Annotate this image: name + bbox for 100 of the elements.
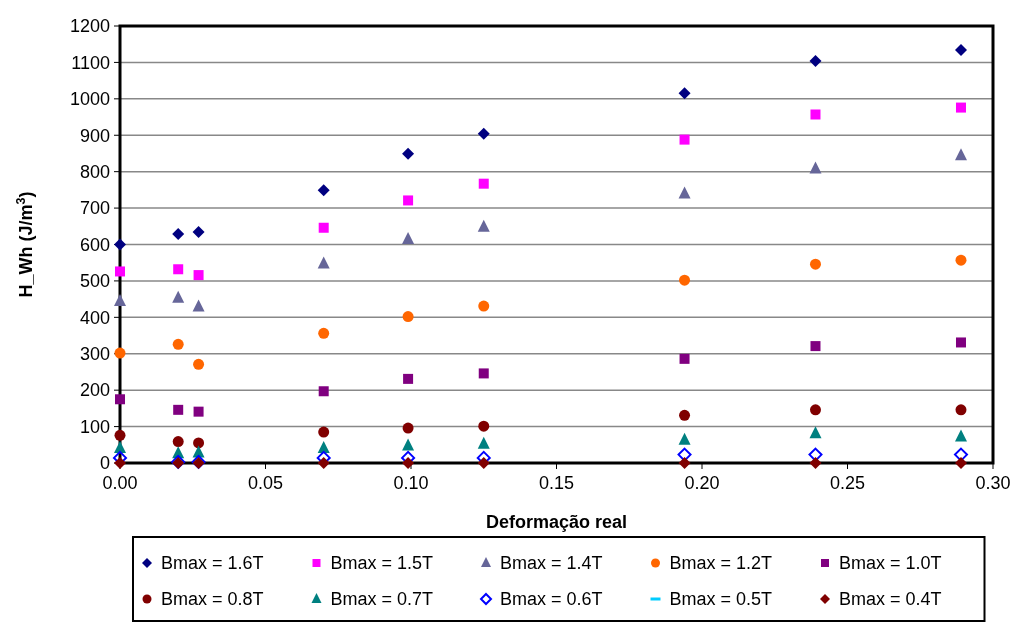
point [114,293,126,306]
x-tick-label: 0.00 [102,473,138,493]
point [172,436,184,448]
point [808,447,823,462]
point [114,441,126,454]
legend-label: Bmax = 0.4T [839,589,942,610]
point [403,373,414,384]
point [114,429,126,441]
point [317,256,330,269]
point [402,232,415,245]
y-tick-label: 800 [79,161,110,182]
point [317,441,330,454]
point [678,186,691,199]
point [678,457,691,469]
point [809,161,822,174]
point [317,457,330,469]
point [477,436,490,449]
legend-label: Bmax = 0.7T [330,589,434,610]
point [402,422,414,434]
point [810,109,821,120]
legend-label: Bmax = 0.6T [500,589,603,610]
point [172,338,184,350]
point [679,409,691,421]
point [402,147,415,160]
x-tick-label: 0.15 [538,473,575,493]
point [477,457,490,469]
point [402,311,414,323]
point [114,457,126,469]
y-tick-label: 700 [79,198,110,219]
point [678,432,691,445]
point [954,429,967,442]
point [317,184,330,197]
point [478,178,489,189]
point [810,341,821,352]
y-tick-label: 200 [79,380,110,401]
point [809,54,822,67]
point [172,290,185,303]
legend-label: Bmax = 0.5T [669,589,773,610]
point [172,227,185,240]
point [679,274,691,286]
point [403,195,414,206]
y-tick-label: 500 [79,271,110,292]
point [115,266,125,277]
point [954,44,967,57]
point [318,426,330,438]
legend-label: Bmax = 1.5T [330,553,434,574]
point [955,404,967,416]
point [402,438,415,451]
point [114,347,126,359]
point [192,226,205,239]
y-tick-label: 1200 [69,16,110,37]
point [955,102,966,113]
point [679,353,690,364]
point [477,219,490,232]
point [115,394,125,405]
y-tick-label: 1100 [71,52,110,73]
point [809,258,821,270]
x-axis-title: Deformação real [485,512,628,532]
point [477,127,490,140]
legend-label: Bmax = 1.2T [669,553,773,574]
x-tick-label: 0.25 [829,473,866,493]
point [192,299,205,312]
point [954,457,967,469]
y-tick-label: 900 [79,125,110,146]
y-tick-label: 0 [99,453,110,474]
point [478,420,490,432]
point [173,264,184,275]
point [809,404,821,416]
point [318,327,330,339]
point [478,300,490,312]
y-tick-label: 1000 [69,89,110,110]
point [193,406,204,417]
point [678,87,691,100]
point [478,368,489,379]
point [318,386,329,397]
point [677,447,692,462]
point [402,457,415,469]
x-tick-label: 0.30 [975,473,1011,493]
y-tick-label: 400 [79,307,110,328]
point [193,358,205,370]
point [809,457,822,469]
legend-label: Bmax = 0.8T [161,589,264,610]
point [114,238,126,251]
x-tick-label: 0.20 [684,473,720,493]
x-tick-label: 0.10 [393,473,429,493]
point [173,404,184,415]
legend-label: Bmax = 1.4T [500,553,603,574]
point [193,437,205,449]
point [955,337,966,348]
y-tick-label: 100 [79,416,110,437]
y-tick-label: 600 [79,234,110,255]
point [954,148,967,161]
point [679,134,690,145]
point [953,447,968,462]
point [318,222,329,233]
point [955,254,967,266]
legend-label: Bmax = 1.0T [839,553,942,574]
point [809,426,822,439]
legend-label: Bmax = 1.6T [161,553,264,574]
y-tick-label: 300 [79,344,110,365]
